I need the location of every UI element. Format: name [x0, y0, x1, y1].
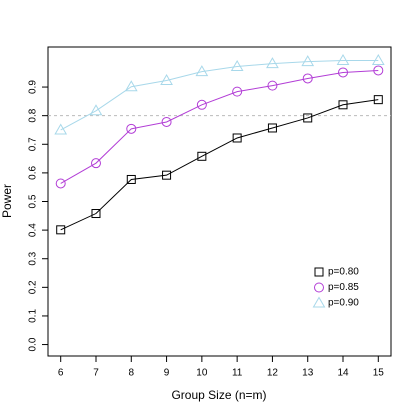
- marker: [302, 73, 313, 84]
- y-tick-label: 0.4: [28, 223, 39, 237]
- marker: [54, 123, 68, 135]
- marker: [267, 80, 278, 91]
- y-tick-label: 0.3: [28, 251, 39, 265]
- marker: [232, 133, 242, 143]
- series-line: [60, 99, 379, 231]
- marker: [90, 158, 101, 169]
- series-line: [60, 69, 379, 184]
- y-axis-title: Power: [0, 184, 14, 218]
- marker: [267, 123, 277, 133]
- series-line: [60, 59, 379, 131]
- x-axis-title: Group Size (n=m): [171, 388, 266, 402]
- y-tick-label: 0.8: [28, 108, 39, 122]
- marker: [56, 225, 66, 235]
- y-tick-label: 0.6: [28, 166, 39, 180]
- marker: [373, 65, 384, 76]
- marker: [338, 67, 349, 78]
- legend-label: p=0.85: [328, 282, 359, 293]
- marker: [232, 86, 243, 97]
- marker: [373, 95, 383, 105]
- x-tick-label: 15: [373, 368, 385, 379]
- legend-label: p=0.80: [328, 267, 359, 278]
- marker: [314, 282, 324, 293]
- x-tick-label: 6: [58, 368, 64, 379]
- x-tick-label: 7: [93, 368, 99, 379]
- y-tick-label: 0.1: [28, 309, 39, 323]
- marker: [89, 104, 103, 116]
- y-tick-label: 0.5: [28, 194, 39, 208]
- marker: [124, 80, 138, 92]
- marker: [196, 99, 207, 110]
- marker: [312, 296, 326, 308]
- marker: [55, 178, 66, 189]
- marker: [303, 113, 313, 123]
- marker: [266, 57, 279, 69]
- x-tick-label: 11: [232, 368, 243, 379]
- marker: [160, 73, 173, 85]
- marker: [91, 209, 101, 219]
- x-tick-label: 14: [337, 368, 349, 379]
- marker: [314, 267, 324, 277]
- marker: [301, 55, 315, 67]
- marker: [371, 53, 385, 65]
- x-tick-label: 9: [164, 368, 170, 379]
- marker: [126, 123, 137, 134]
- x-tick-label: 8: [128, 368, 134, 379]
- x-tick-label: 12: [267, 368, 279, 379]
- marker: [230, 59, 244, 71]
- legend-label: p=0.90: [328, 298, 359, 309]
- x-tick-label: 10: [196, 368, 208, 379]
- marker: [338, 100, 348, 110]
- y-tick-label: 0.2: [28, 280, 39, 294]
- marker: [161, 116, 172, 127]
- marker: [126, 174, 136, 184]
- marker: [336, 53, 350, 65]
- x-tick-label: 13: [302, 368, 314, 379]
- y-tick-label: 0.7: [28, 137, 39, 151]
- marker: [162, 170, 172, 180]
- y-tick-label: 0.9: [28, 80, 39, 94]
- marker: [197, 151, 207, 161]
- plot-frame: [47, 46, 392, 357]
- marker: [195, 65, 209, 77]
- y-tick-label: 0.0: [28, 337, 39, 351]
